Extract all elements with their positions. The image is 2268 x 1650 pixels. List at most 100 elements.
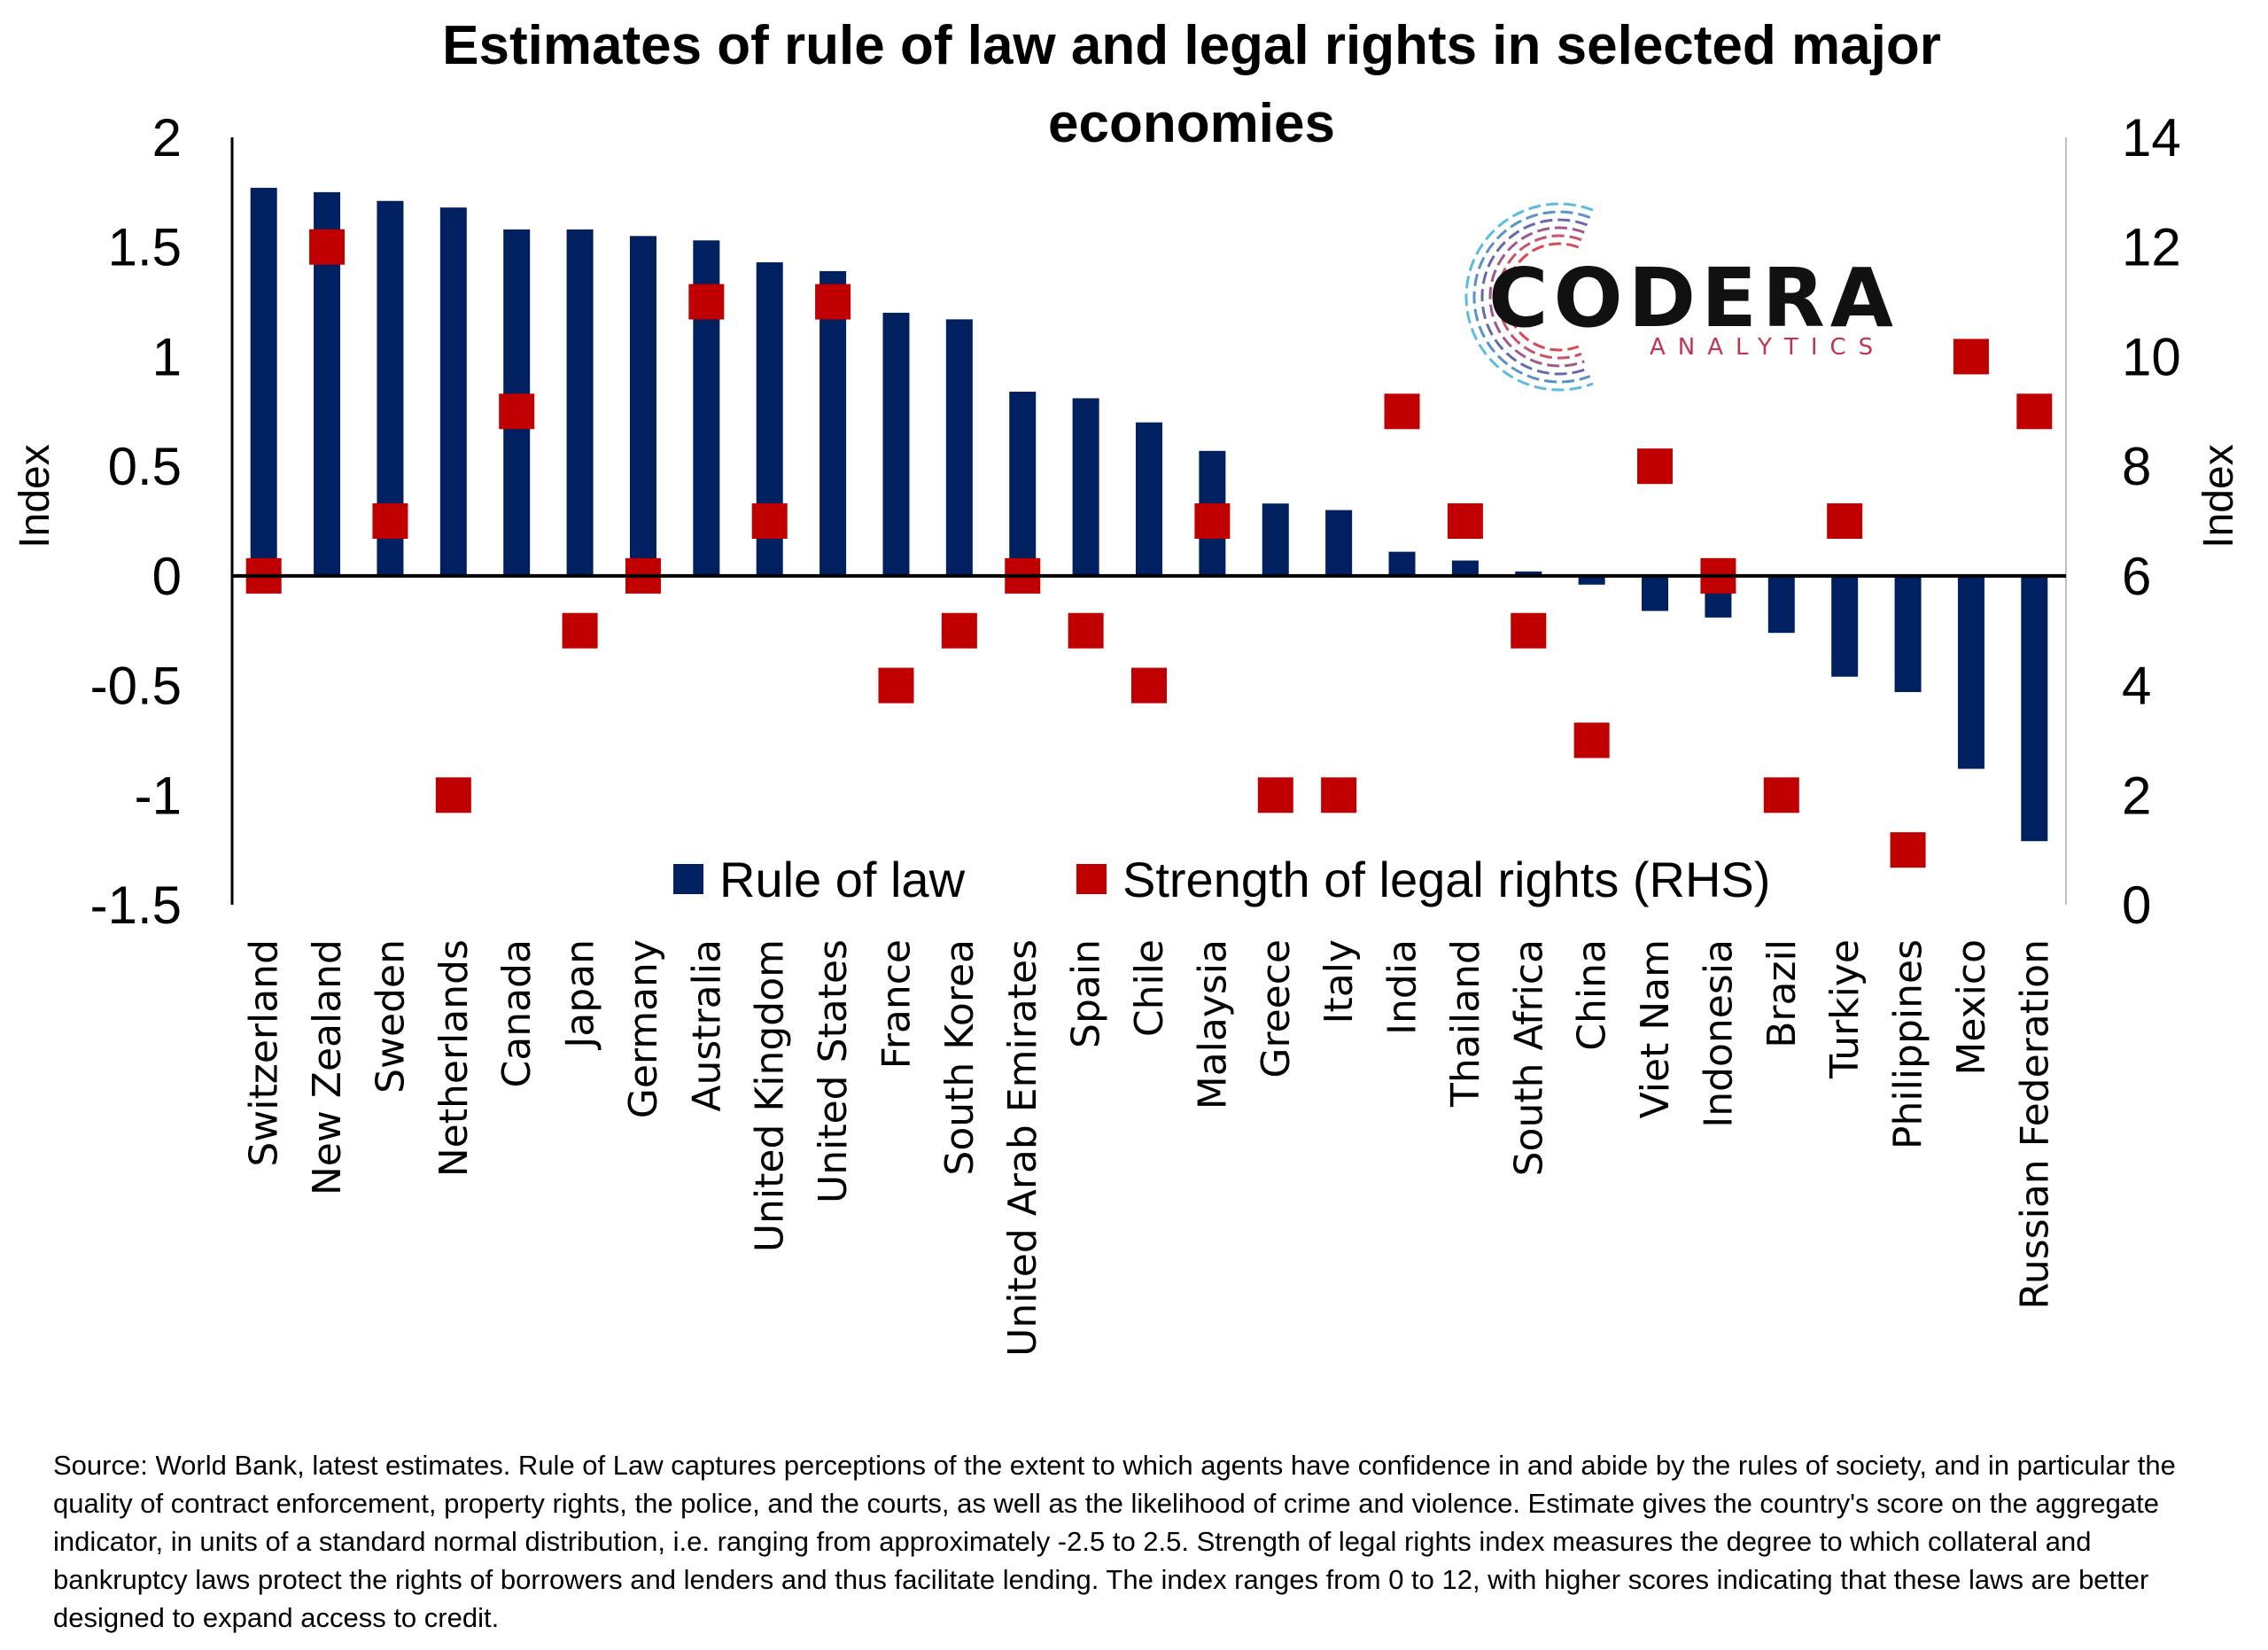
bar-rule-of-law bbox=[1894, 575, 1922, 692]
marker-legal-rights bbox=[1511, 612, 1547, 649]
logo-circuit-arc bbox=[1480, 218, 1588, 376]
bar-rule-of-law bbox=[945, 319, 973, 576]
category-label: China bbox=[1570, 939, 1615, 1051]
y-tick-label: -1 bbox=[135, 766, 182, 825]
category-label: South Africa bbox=[1506, 939, 1551, 1176]
y-axis-title: Index bbox=[12, 444, 58, 548]
bar-rule-of-law bbox=[1831, 575, 1859, 677]
y-tick-label: -1.5 bbox=[90, 876, 182, 935]
y2-tick-label: 8 bbox=[2122, 437, 2151, 496]
category-label: United States bbox=[811, 939, 856, 1203]
bar-rule-of-law bbox=[2021, 575, 2048, 842]
chart-title: Estimates of rule of law and legal right… bbox=[442, 15, 1941, 154]
category-labels: Switzerland New Zealand Sweden Netherlands C… bbox=[242, 939, 2058, 1357]
category-label: Italy bbox=[1317, 939, 1362, 1023]
category-label: Malaysia bbox=[1190, 939, 1235, 1109]
bar-rule-of-law bbox=[1642, 575, 1669, 611]
y2-tick-label: 12 bbox=[2122, 218, 2181, 277]
marker-legal-rights bbox=[1827, 503, 1863, 539]
bar-rule-of-law bbox=[1767, 575, 1795, 634]
marker-legal-rights bbox=[1384, 393, 1420, 430]
bar-rule-of-law bbox=[1451, 560, 1479, 576]
category-label: Mexico bbox=[1949, 939, 1994, 1076]
category-label: United Arab Emirates bbox=[1000, 939, 1045, 1357]
category-label: Brazil bbox=[1759, 939, 1805, 1048]
bar-rule-of-law bbox=[566, 229, 594, 576]
marker-legal-rights bbox=[1573, 722, 1610, 759]
chart-title-line: Estimates of rule of law and legal right… bbox=[442, 15, 1941, 76]
y2-tick-label: 2 bbox=[2122, 766, 2151, 825]
marker-legal-rights bbox=[2016, 393, 2053, 430]
y-tick-label: 2 bbox=[152, 108, 182, 167]
bar-rule-of-law bbox=[439, 207, 467, 576]
y-tick-label: -0.5 bbox=[90, 657, 182, 716]
logo-circuit-arc bbox=[1496, 234, 1582, 360]
y2-axis-title: Index bbox=[2195, 444, 2242, 548]
footnote: Source: World Bank, latest estimates. Ru… bbox=[53, 1450, 2176, 1633]
category-label: South Korea bbox=[937, 939, 983, 1176]
y-tick-label: 0 bbox=[152, 547, 182, 606]
y2-tick-label: 14 bbox=[2122, 108, 2181, 167]
bar-rule-of-law bbox=[1957, 575, 1984, 769]
bar-rule-of-law bbox=[1072, 398, 1099, 576]
legend-label-legal-rights: Strength of legal rights (RHS) bbox=[1122, 852, 1770, 907]
marker-legal-rights bbox=[1257, 777, 1293, 813]
bar-rule-of-law bbox=[629, 236, 656, 576]
legend: Rule of law Strength of legal rights (RHS… bbox=[673, 852, 1770, 907]
y2-tick-label: 4 bbox=[2122, 657, 2151, 716]
y-tick-label: 0.5 bbox=[108, 437, 182, 496]
y-tick-label: 1.5 bbox=[108, 218, 182, 277]
legend-swatch-rule-of-law bbox=[673, 864, 703, 894]
bar-rule-of-law bbox=[819, 270, 847, 576]
category-label: Australia bbox=[684, 939, 729, 1112]
marker-legal-rights bbox=[372, 503, 408, 539]
category-label: Spain bbox=[1064, 939, 1109, 1048]
legend-swatch-legal-rights bbox=[1076, 864, 1107, 894]
category-label: Turkiye bbox=[1822, 939, 1868, 1079]
rule-of-law-bars bbox=[250, 187, 2048, 842]
marker-legal-rights bbox=[815, 284, 851, 320]
category-label: Sweden bbox=[368, 939, 413, 1094]
logo-subtitle: ANALYTICS bbox=[1650, 334, 1885, 361]
category-label: United Kingdom bbox=[748, 939, 793, 1252]
y2-tick-label: 10 bbox=[2122, 327, 2181, 386]
y-tick-label: 1 bbox=[152, 327, 182, 386]
marker-legal-rights bbox=[1890, 832, 1926, 868]
category-label: France bbox=[874, 939, 919, 1069]
marker-legal-rights bbox=[562, 612, 598, 649]
bar-rule-of-law bbox=[1325, 510, 1353, 576]
marker-legal-rights bbox=[688, 284, 725, 320]
category-label: Canada bbox=[494, 939, 540, 1087]
category-label: Russian Federation bbox=[2012, 939, 2057, 1310]
category-label: India bbox=[1380, 939, 1425, 1035]
bar-rule-of-law bbox=[1262, 503, 1289, 576]
marker-legal-rights bbox=[878, 667, 914, 704]
category-label: Japan bbox=[558, 939, 603, 1051]
legend-label-rule-of-law: Rule of law bbox=[719, 852, 966, 907]
category-label: Viet Nam bbox=[1633, 939, 1678, 1118]
category-label: New Zealand bbox=[305, 939, 350, 1195]
category-label: Germany bbox=[621, 939, 666, 1118]
bar-rule-of-law bbox=[1388, 551, 1416, 576]
marker-legal-rights bbox=[1447, 503, 1483, 539]
marker-legal-rights bbox=[751, 503, 788, 539]
category-label: Philippines bbox=[1886, 939, 1931, 1149]
legal-rights-markers bbox=[245, 229, 2053, 868]
tick-labels: 2 1.5 1 0.5 0 -0.5 -1 -1.5 14 12 10 8 6 4 2 0 Index Index bbox=[12, 108, 2242, 935]
y2-tick-label: 0 bbox=[2122, 876, 2151, 935]
marker-legal-rights bbox=[1068, 612, 1104, 649]
bar-rule-of-law bbox=[1515, 571, 1542, 576]
bar-rule-of-law bbox=[882, 312, 910, 576]
marker-legal-rights bbox=[1321, 777, 1357, 813]
logo-circuit-arc bbox=[1488, 226, 1585, 368]
logo-name: CODERA bbox=[1488, 251, 1899, 346]
bar-rule-of-law bbox=[1136, 422, 1162, 576]
category-label: Chile bbox=[1127, 939, 1172, 1037]
logo-circuit-arc bbox=[1472, 210, 1591, 384]
category-label: Thailand bbox=[1443, 939, 1488, 1108]
marker-legal-rights bbox=[499, 393, 535, 430]
category-label: Switzerland bbox=[242, 939, 287, 1167]
category-label: Netherlands bbox=[431, 939, 477, 1177]
